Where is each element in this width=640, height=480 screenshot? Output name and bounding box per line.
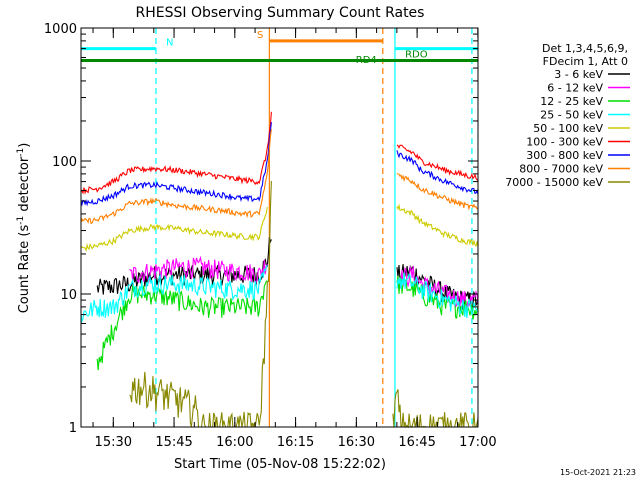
x-axis: 15:30 15:45 16:00 16:15 16:30 16:45 17:00 <box>92 28 497 450</box>
y-tick-label: 1 <box>69 421 77 436</box>
x-tick-label: 16:15 <box>277 435 314 450</box>
x-tick-label: 16:30 <box>338 435 375 450</box>
series-line <box>80 128 272 225</box>
y-tick-label: 10 <box>60 288 77 303</box>
series-line <box>396 150 479 195</box>
legend-label: 7000 - 15000 keV <box>505 176 603 189</box>
series-line <box>96 237 272 295</box>
annotation-label: S <box>257 30 263 41</box>
x-tick-label: 15:30 <box>95 435 132 450</box>
legend-label: 50 - 100 keV <box>533 122 603 135</box>
y-axis-label-mid: detector <box>17 156 32 216</box>
x-tick-label: 16:00 <box>216 435 253 450</box>
y-axis-label-sup2: -1 <box>16 148 26 157</box>
legend-header-line-2: FDecim 1, Att 0 <box>543 55 628 68</box>
legend-label: 100 - 300 keV <box>526 136 603 149</box>
legend-label: 6 - 12 keV <box>547 82 603 95</box>
series-line <box>396 173 479 211</box>
series-line <box>396 144 479 182</box>
legend-label: 800 - 7000 keV <box>519 163 603 176</box>
series-line <box>396 265 479 310</box>
y-axis-label-main: Count Rate (s <box>17 225 32 314</box>
legend-label: 25 - 50 keV <box>540 109 603 122</box>
legend-header-line-1: Det 1,3,4,5,6,9, <box>542 42 628 55</box>
annotation-label: RDO <box>405 49 428 60</box>
plot-frame <box>80 27 479 428</box>
series-line <box>96 280 268 371</box>
legend: Det 1,3,4,5,6,9, FDecim 1, Att 0 3 - 6 k… <box>505 42 630 189</box>
legend-label: 12 - 25 keV <box>540 95 603 108</box>
y-axis: 1 10 100 1000 <box>44 22 478 436</box>
y-axis-label: Count Rate (s-1 detector-1) <box>16 143 32 314</box>
y-tick-label: 1000 <box>44 22 77 37</box>
series-line <box>80 111 272 195</box>
y-tick-label: 100 <box>52 155 77 170</box>
legend-label: 3 - 6 keV <box>554 68 603 81</box>
series-line <box>80 122 272 207</box>
x-tick-label: 17:00 <box>459 435 496 450</box>
x-axis-label: Start Time (05-Nov-08 15:22:02) <box>174 457 386 472</box>
chart-title: RHESSI Observing Summary Count Rates <box>136 5 425 21</box>
series-line <box>80 206 268 252</box>
series-line <box>80 264 268 324</box>
plot-area: N S RDO RD4 <box>80 28 479 429</box>
footer-date: 15-Oct-2021 21:23 <box>560 468 636 477</box>
annotation-label: RD4 <box>356 55 377 66</box>
series-line <box>396 272 479 319</box>
series-line <box>129 255 268 285</box>
x-tick-label: 16:45 <box>398 435 435 450</box>
y-axis-label-sup1: -1 <box>16 216 26 225</box>
annotation-label: N <box>166 38 173 49</box>
y-axis-label-end: ) <box>17 143 32 148</box>
series-line <box>396 203 479 247</box>
x-tick-label: 15:45 <box>155 435 192 450</box>
legend-label: 300 - 800 keV <box>526 149 603 162</box>
